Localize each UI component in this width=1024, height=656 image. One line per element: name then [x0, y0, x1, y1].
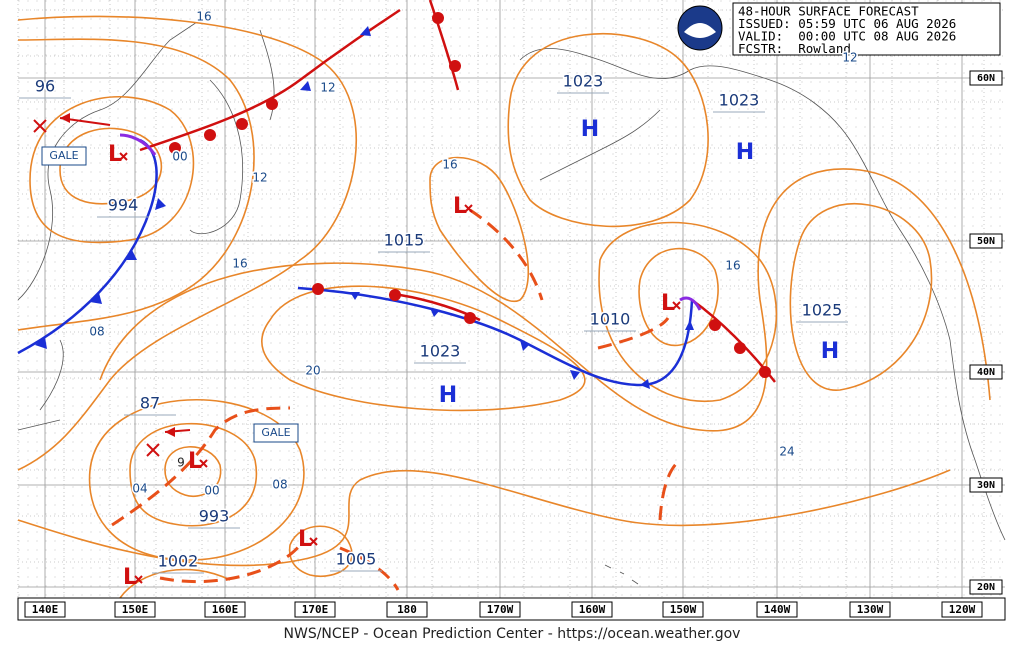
lat-label-box: [969, 477, 1003, 493]
lon-label-box: [386, 601, 428, 618]
isobar-label: 16: [442, 158, 457, 172]
pressure-label: 1010: [590, 310, 631, 329]
low-symbol: L: [188, 449, 202, 474]
lat-label-box: [969, 364, 1003, 380]
gale-label: GALE: [49, 149, 78, 162]
lon-label-box: [849, 601, 891, 618]
longitude-label: 180: [397, 603, 417, 616]
pressure-label: 1023: [563, 72, 604, 91]
isobar-label: 08: [89, 325, 104, 339]
pressure-label: 96: [35, 77, 55, 96]
isobar-label: 00: [204, 484, 219, 498]
isobars: [17, 15, 991, 599]
latitude-label: 20N: [977, 582, 995, 593]
longitude-label: 160W: [579, 603, 606, 616]
fronts: [17, 0, 776, 591]
isobar-label: 20: [305, 364, 320, 378]
isobar-label: 12: [320, 81, 335, 95]
gale-box: [41, 146, 87, 166]
low-symbol: L: [298, 527, 312, 552]
lon-label-box: [479, 601, 521, 618]
isobar-label: 12: [842, 51, 857, 65]
longitude-label: 150E: [122, 603, 149, 616]
gale-label: GALE: [261, 426, 290, 439]
pressure-label: 1005: [336, 550, 377, 569]
isobar-label: 04: [132, 482, 147, 496]
low-center: [134, 575, 143, 584]
low-digit: 9: [177, 456, 185, 470]
isobar-label: 12: [252, 171, 267, 185]
grid: [17, 0, 1005, 598]
longitude-label: 130W: [857, 603, 884, 616]
footer: NWS/NCEP - Ocean Prediction Center - htt…: [284, 626, 741, 642]
labels: 140E 150E 160E 170E 180 170W 160W 150W 140W 130W 1…: [17, 4, 1006, 642]
lat-label-box: [969, 233, 1003, 249]
pressure-label: 1025: [802, 301, 843, 320]
high-symbol: H: [581, 117, 599, 142]
pressure-label: 993: [199, 507, 230, 526]
lat-label-box: [969, 70, 1003, 86]
pressure-label: 1002: [158, 552, 199, 571]
pressure-label: 87: [140, 394, 160, 413]
lon-label-box: [571, 601, 613, 618]
map-background: [18, 0, 1005, 598]
low-symbol: L: [661, 291, 675, 316]
lon-label-box: [204, 601, 246, 618]
header-line: ISSUED: 05:59 UTC 06 AUG 2026: [738, 16, 956, 31]
coastlines: [17, 19, 1006, 585]
noaa-logo: [677, 5, 723, 51]
isobar-label: 24: [779, 445, 794, 459]
isobar-label: 00: [172, 150, 187, 164]
low-symbol: L: [123, 565, 137, 590]
latitude-label: 30N: [977, 480, 995, 491]
header-line: VALID: 00:00 UTC 08 AUG 2026: [738, 29, 956, 44]
lon-label-box: [24, 601, 66, 618]
longitude-label: 150W: [670, 603, 697, 616]
low-symbol: L: [108, 142, 122, 167]
header-box: [732, 2, 1001, 56]
longitude-label: 120W: [949, 603, 976, 616]
longitude-label: 160E: [212, 603, 239, 616]
gale-box: [253, 423, 299, 443]
low-center: [464, 204, 473, 213]
high-symbol: H: [736, 140, 754, 165]
isobar-label: 16: [725, 259, 740, 273]
header-line: FCSTR: Rowland: [738, 41, 851, 56]
longitude-label: 140W: [764, 603, 791, 616]
header-line: 48-HOUR SURFACE FORECAST: [738, 4, 919, 19]
low-center: [309, 537, 318, 546]
low-center: [119, 152, 128, 161]
lon-label-box: [941, 601, 983, 618]
high-symbol: H: [439, 383, 457, 408]
low-center: [199, 459, 208, 468]
lon-label-box: [662, 601, 704, 618]
isobar-label: 16: [232, 257, 247, 271]
pressure-label: 994: [108, 196, 139, 215]
pressure-label: 1015: [384, 231, 425, 250]
lat-label-box: [969, 579, 1003, 595]
lon-label-box: [756, 601, 798, 618]
lon-label-box: [294, 601, 336, 618]
high-symbol: H: [821, 339, 839, 364]
longitude-label: 140E: [32, 603, 59, 616]
latitude-label: 60N: [977, 73, 995, 84]
pressure-label: 1023: [719, 91, 760, 110]
pressure-label: 1023: [420, 342, 461, 361]
latitude-label: 50N: [977, 236, 995, 247]
lon-label-box: [114, 601, 156, 618]
longitude-label: 170E: [302, 603, 329, 616]
isobar-label: 16: [196, 10, 211, 24]
latitude-label: 40N: [977, 367, 995, 378]
isobar-label: 08: [272, 478, 287, 492]
low-symbol: L: [453, 194, 467, 219]
longitude-label: 170W: [487, 603, 514, 616]
low-center: [672, 301, 681, 310]
